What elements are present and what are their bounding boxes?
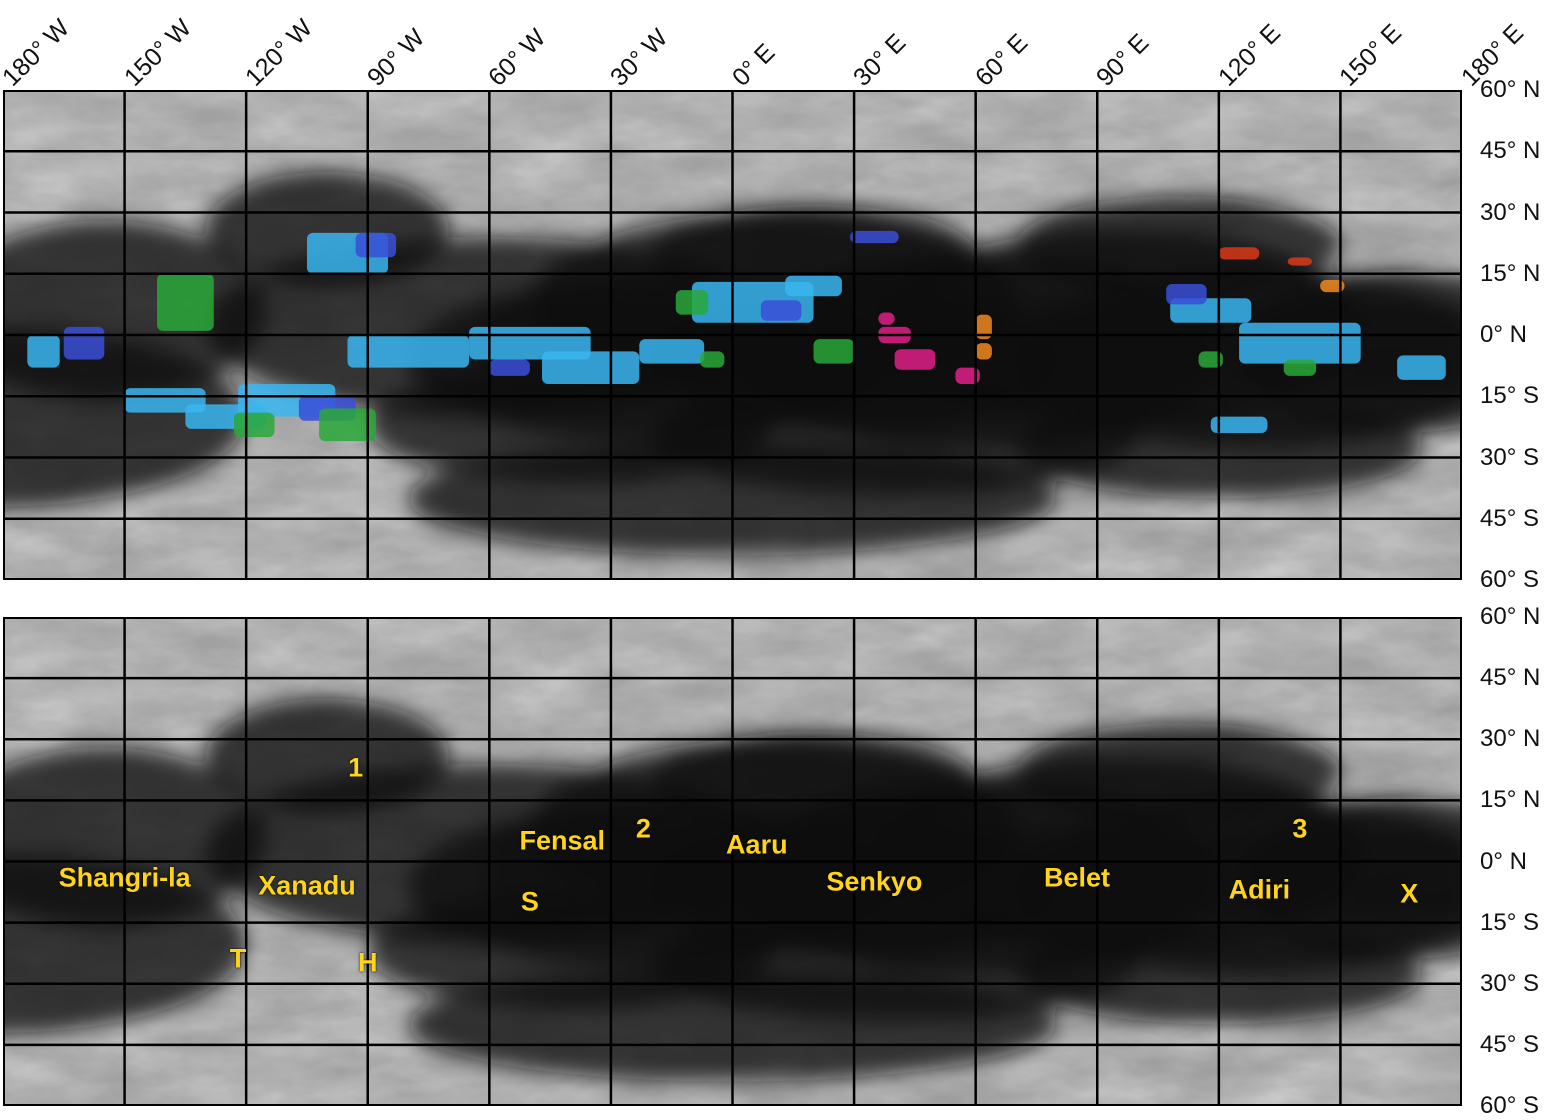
dark-terrain xyxy=(3,698,1462,1082)
longitude-label: 90° E xyxy=(1091,28,1155,92)
map-frame xyxy=(3,90,1462,580)
dark-terrain-region xyxy=(651,731,976,829)
spectral-patch-cyan xyxy=(785,275,842,297)
spectral-patch-green xyxy=(319,408,376,442)
map-frame xyxy=(3,617,1462,1106)
longitude-label: 150° E xyxy=(1334,18,1408,92)
spectral-patch-magenta xyxy=(878,312,895,325)
latitude-label: 0° N xyxy=(1480,321,1527,348)
spectral-patch-green xyxy=(1198,351,1223,368)
place-label: Shangri-la xyxy=(58,862,191,893)
latitude-label: 45° S xyxy=(1480,1030,1539,1058)
latitude-label: 30° S xyxy=(1480,969,1539,997)
longitude-label: 120° W xyxy=(240,13,319,92)
longitude-label: 120° E xyxy=(1212,18,1286,92)
spectral-patch-cyan xyxy=(1210,416,1268,433)
top-map-panel xyxy=(3,90,1462,580)
spectral-patch-cyan xyxy=(639,339,705,364)
place-label: X xyxy=(1400,878,1419,909)
spectral-patch-green xyxy=(700,351,725,368)
longitude-label: 0° E xyxy=(726,38,780,92)
place-label: 2 xyxy=(635,813,651,844)
spectral-patch-orange xyxy=(1320,279,1345,293)
spectral-patch-cyan xyxy=(27,335,60,368)
dark-terrain-region xyxy=(205,698,449,813)
latitude-label: 45° N xyxy=(1480,664,1541,692)
latitude-label: 60° N xyxy=(1480,76,1541,103)
latitude-label: 30° N xyxy=(1480,725,1541,753)
place-label: Adiri xyxy=(1228,874,1291,905)
lat-lon-grid xyxy=(3,617,1462,1106)
place-label: Aaru xyxy=(726,829,788,860)
spectral-patch-blue xyxy=(489,359,530,376)
spectral-patch-cyan xyxy=(347,335,470,368)
longitude-label: 30° E xyxy=(848,28,912,92)
spectral-patch-green xyxy=(813,339,855,364)
dark-terrain-region xyxy=(3,747,267,927)
latitude-label: 45° N xyxy=(1480,137,1541,165)
spectral-patch-red xyxy=(1218,247,1260,260)
place-label: T xyxy=(229,943,247,974)
longitude-label: 60° W xyxy=(483,23,552,92)
latitude-label: 15° S xyxy=(1480,908,1539,936)
spectral-patch-orange xyxy=(975,343,992,360)
longitude-label: 150° W xyxy=(118,13,197,92)
spectral-patch-cyan xyxy=(1239,322,1361,364)
longitude-label: 180° W xyxy=(0,13,75,92)
latitude-label: 0° N xyxy=(1480,847,1527,875)
latitude-label: 60° S xyxy=(1480,1092,1539,1119)
dark-terrain-region xyxy=(1016,196,1341,295)
place-label: 3 xyxy=(1292,813,1308,844)
spectral-patch-red xyxy=(1287,257,1313,266)
spectral-patch-cyan xyxy=(124,388,206,413)
latitude-label: 30° N xyxy=(1480,198,1541,226)
spectral-patch-blue xyxy=(850,230,899,244)
spectral-patch-blue xyxy=(760,300,802,321)
bottom-map-panel: Shangri-la Xanadu Fensal Aaru Senkyo Belet Adi… xyxy=(3,617,1462,1106)
spectral-patch-magenta xyxy=(894,349,936,370)
place-label: 1 xyxy=(348,752,364,783)
latitude-label: 15° S xyxy=(1480,382,1539,410)
dark-terrain-region xyxy=(1016,722,1341,821)
latitude-label: 15° N xyxy=(1480,259,1541,287)
place-label: Senkyo xyxy=(826,866,923,897)
place-label: Xanadu xyxy=(258,870,356,901)
spectral-patch-green xyxy=(234,412,275,438)
spectral-patch-magenta xyxy=(955,367,980,384)
latitude-label: 15° N xyxy=(1480,786,1541,814)
place-label: Fensal xyxy=(519,825,606,856)
longitude-label: 30° W xyxy=(604,23,674,92)
spectral-patch-blue xyxy=(63,326,105,360)
place-label: S xyxy=(520,886,539,917)
latitude-label: 60° S xyxy=(1480,566,1539,593)
spectral-patch-green xyxy=(1283,359,1317,376)
place-label: Belet xyxy=(1043,862,1110,893)
latitude-label: 30° S xyxy=(1480,443,1539,471)
longitude-label: 60° E xyxy=(969,28,1033,92)
spectral-patch-green xyxy=(157,273,214,331)
spectral-patch-green xyxy=(675,290,709,315)
latitude-label: 45° S xyxy=(1480,504,1539,532)
place-label: H xyxy=(358,947,378,978)
spectral-patch-blue xyxy=(355,232,397,258)
spectral-patch-blue xyxy=(1166,283,1207,305)
spectral-units xyxy=(27,230,1446,442)
spectral-patch-cyan xyxy=(1397,355,1446,380)
spectral-patch-orange xyxy=(975,314,992,340)
spectral-patch-cyan xyxy=(542,351,640,384)
latitude-label: 60° N xyxy=(1480,603,1541,630)
longitude-label: 90° W xyxy=(361,23,430,92)
lat-lon-grid xyxy=(3,90,1462,580)
